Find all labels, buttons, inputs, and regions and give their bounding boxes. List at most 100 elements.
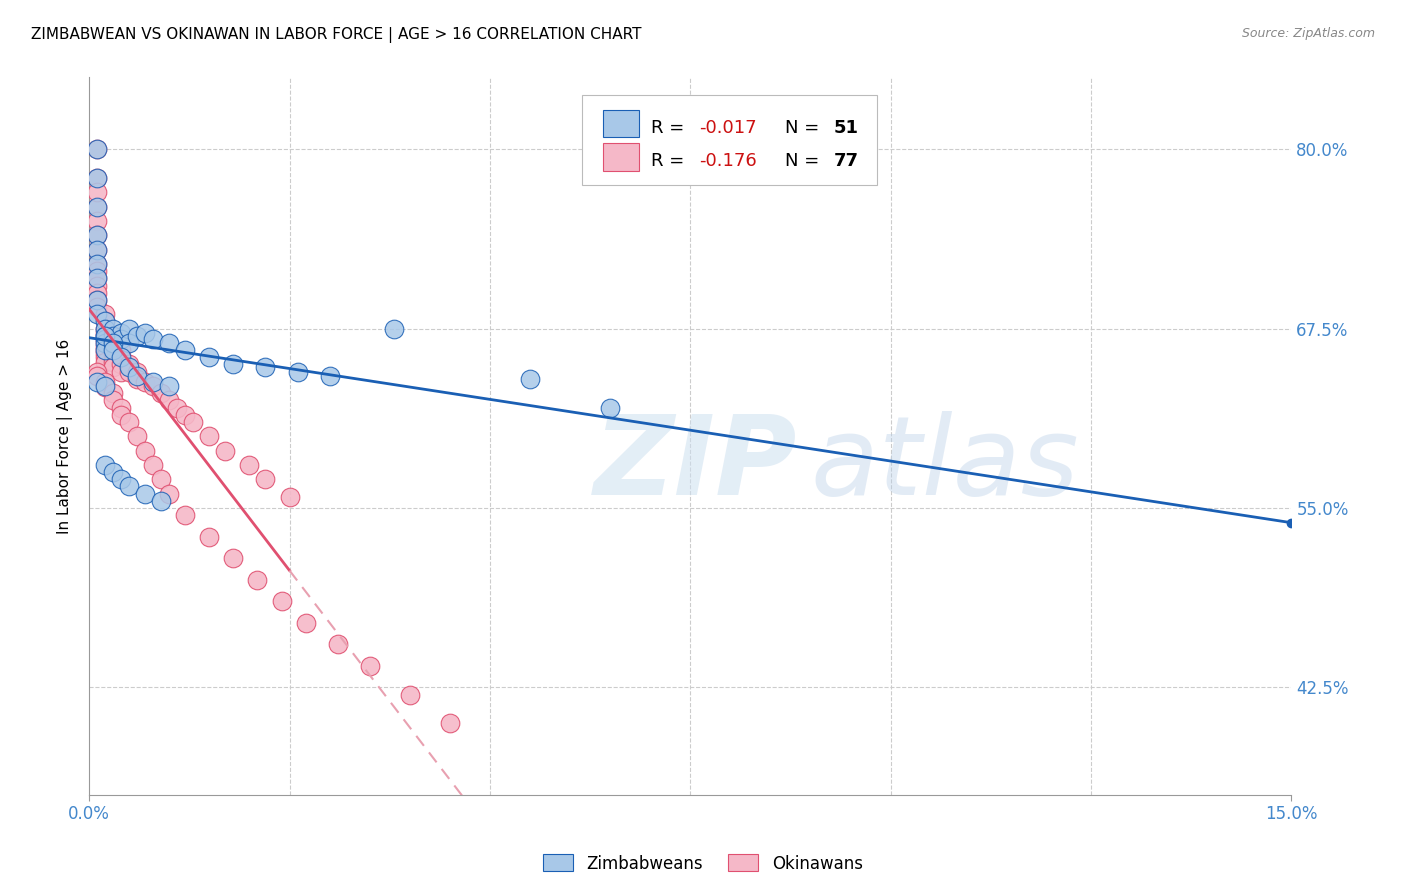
- Point: [110, 408, 132, 422]
- Point: [174, 343, 197, 358]
- Point: [86, 142, 108, 156]
- Point: [142, 379, 165, 393]
- Point: [157, 486, 180, 500]
- Point: [198, 429, 221, 443]
- Point: [254, 360, 277, 375]
- Point: [157, 335, 180, 350]
- Point: [174, 408, 197, 422]
- Point: [110, 472, 132, 486]
- Point: [94, 307, 117, 321]
- Point: [94, 458, 117, 472]
- Point: [278, 490, 301, 504]
- Point: [94, 343, 117, 358]
- Point: [166, 401, 188, 415]
- Point: [94, 326, 117, 340]
- Point: [94, 380, 117, 394]
- Text: R =: R =: [651, 119, 689, 136]
- Point: [157, 393, 180, 408]
- Point: [86, 243, 108, 257]
- Legend: Zimbabweans, Okinawans: Zimbabweans, Okinawans: [537, 847, 869, 880]
- Point: [94, 335, 117, 350]
- Point: [287, 365, 309, 379]
- Point: [86, 300, 108, 314]
- FancyBboxPatch shape: [603, 110, 638, 137]
- Point: [86, 257, 108, 271]
- Point: [103, 393, 125, 408]
- Point: [150, 472, 173, 486]
- Text: ZIP: ZIP: [595, 411, 797, 518]
- Point: [127, 429, 149, 443]
- Point: [86, 228, 108, 243]
- Point: [118, 358, 141, 372]
- FancyBboxPatch shape: [582, 95, 877, 185]
- Point: [94, 346, 117, 360]
- Point: [359, 659, 381, 673]
- Point: [103, 360, 125, 375]
- Point: [86, 200, 108, 214]
- Point: [118, 479, 141, 493]
- Point: [94, 375, 117, 389]
- Text: 77: 77: [834, 153, 859, 170]
- Point: [294, 615, 316, 630]
- Point: [94, 379, 117, 393]
- Point: [94, 314, 117, 328]
- Point: [198, 530, 221, 544]
- Point: [86, 243, 108, 257]
- Point: [103, 335, 125, 350]
- Point: [94, 335, 117, 350]
- Point: [86, 368, 108, 383]
- Point: [110, 365, 132, 379]
- Point: [127, 372, 149, 386]
- Point: [94, 328, 117, 343]
- Point: [142, 332, 165, 346]
- Text: -0.017: -0.017: [699, 119, 756, 136]
- Point: [270, 594, 292, 608]
- Point: [103, 386, 125, 401]
- Point: [110, 401, 132, 415]
- Point: [142, 375, 165, 389]
- Point: [118, 365, 141, 379]
- Point: [103, 343, 125, 358]
- Point: [103, 346, 125, 360]
- Point: [246, 573, 269, 587]
- Point: [599, 401, 621, 415]
- Point: [134, 443, 156, 458]
- Text: ZIMBABWEAN VS OKINAWAN IN LABOR FORCE | AGE > 16 CORRELATION CHART: ZIMBABWEAN VS OKINAWAN IN LABOR FORCE | …: [31, 27, 641, 43]
- Point: [238, 458, 260, 472]
- Point: [382, 321, 405, 335]
- Point: [86, 264, 108, 278]
- Point: [150, 386, 173, 401]
- Point: [110, 343, 132, 358]
- Point: [86, 307, 108, 321]
- Point: [94, 321, 117, 335]
- FancyBboxPatch shape: [603, 144, 638, 170]
- Point: [86, 257, 108, 271]
- Point: [86, 186, 108, 200]
- Point: [198, 351, 221, 365]
- Text: N =: N =: [786, 119, 825, 136]
- Point: [94, 321, 117, 335]
- Text: atlas: atlas: [810, 411, 1080, 518]
- Point: [439, 716, 461, 731]
- Point: [94, 332, 117, 346]
- Point: [110, 326, 132, 340]
- Point: [86, 142, 108, 156]
- Point: [326, 637, 349, 651]
- Point: [127, 328, 149, 343]
- Point: [103, 321, 125, 335]
- Point: [94, 340, 117, 354]
- Point: [110, 358, 132, 372]
- Point: [94, 332, 117, 346]
- Point: [127, 368, 149, 383]
- Point: [86, 293, 108, 307]
- Point: [222, 551, 245, 566]
- Point: [94, 351, 117, 365]
- Point: [86, 214, 108, 228]
- Point: [86, 271, 108, 285]
- Point: [103, 335, 125, 350]
- Point: [222, 358, 245, 372]
- Point: [86, 375, 108, 389]
- Point: [86, 285, 108, 300]
- Point: [150, 493, 173, 508]
- Text: -0.176: -0.176: [699, 153, 756, 170]
